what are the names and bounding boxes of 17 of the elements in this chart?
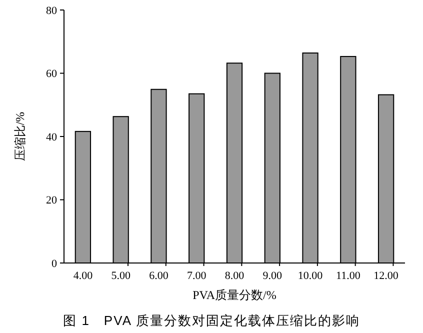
y-axis-title: 压缩比/%	[13, 112, 27, 162]
y-tick-label: 80	[46, 4, 58, 17]
y-tick-label: 0	[52, 258, 58, 270]
x-tick-label: 7.00	[186, 270, 207, 282]
x-tick-label: 11.00	[336, 270, 361, 282]
x-tick-label: 12.00	[374, 270, 399, 282]
text: 图 1 PVA 质量分数对固定化载体压缩比的影响	[63, 313, 360, 328]
y-tick-label: 40	[46, 131, 58, 144]
y-tick-label: 60	[46, 68, 58, 80]
x-tick-label: 8.00	[224, 270, 245, 282]
x-axis-title: PVA质量分数/%	[192, 288, 276, 302]
x-tick-label: 10.00	[298, 270, 324, 282]
x-tick-label: 4.00	[73, 270, 94, 282]
x-tick-label: 5.00	[111, 270, 131, 282]
x-tick-label: 9.00	[262, 270, 283, 282]
y-tick-label: 20	[46, 194, 58, 207]
x-tick-label: 6.00	[149, 270, 169, 282]
